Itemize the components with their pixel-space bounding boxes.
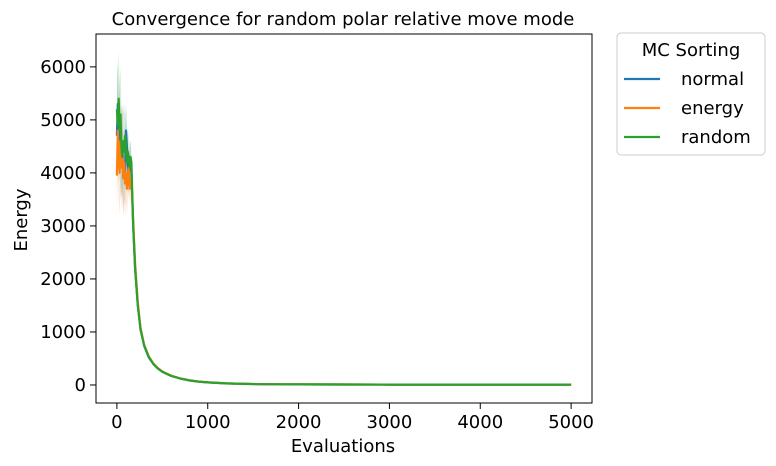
- x-tick-label: 0: [111, 412, 122, 433]
- error-band-random: [116, 51, 572, 385]
- x-tick-label: 3000: [367, 412, 413, 433]
- legend-title: MC Sorting: [642, 40, 741, 61]
- legend-items: normal energy random: [624, 69, 751, 148]
- chart-title: Convergence for random polar relative mo…: [112, 9, 575, 30]
- series-lines: [115, 97, 572, 386]
- error-band-energy: [116, 88, 572, 385]
- x-tick-label: 1000: [185, 412, 231, 433]
- legend-label-normal: normal: [681, 69, 744, 90]
- y-tick-label: 1000: [40, 322, 86, 343]
- legend-label-energy: energy: [681, 98, 744, 119]
- y-tick-label: 4000: [40, 163, 86, 184]
- x-tick-label: 4000: [457, 412, 503, 433]
- x-tick-label: 5000: [548, 412, 594, 433]
- series-line-energy: [115, 129, 572, 386]
- y-tick-label: 5000: [40, 110, 86, 131]
- y-axis: 0 1000 2000 3000 4000 5000 6000: [40, 57, 96, 396]
- series-line-normal: [115, 102, 572, 386]
- x-axis-label: Evaluations: [291, 436, 395, 457]
- y-tick-label: 3000: [40, 216, 86, 237]
- error-bands: [116, 51, 572, 385]
- series-line-random: [115, 97, 572, 386]
- y-tick-label: 6000: [40, 57, 86, 78]
- x-axis: 0 1000 2000 3000 4000 5000: [111, 403, 594, 433]
- y-tick-label: 2000: [40, 269, 86, 290]
- legend-box: [616, 32, 766, 156]
- legend-label-random: random: [681, 127, 751, 148]
- error-band-normal: [116, 61, 572, 385]
- x-tick-label: 2000: [276, 412, 322, 433]
- legend: MC Sorting normal energy random: [616, 32, 766, 156]
- y-axis-label: Energy: [11, 188, 32, 251]
- plot-area: [95, 33, 593, 404]
- plot-frame: [95, 33, 593, 404]
- y-tick-label: 0: [75, 375, 86, 396]
